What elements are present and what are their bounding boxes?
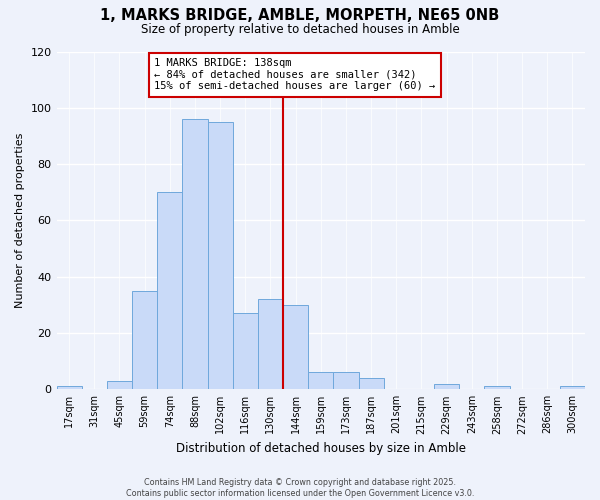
Bar <box>233 314 258 390</box>
Bar <box>434 384 459 390</box>
Text: Contains HM Land Registry data © Crown copyright and database right 2025.
Contai: Contains HM Land Registry data © Crown c… <box>126 478 474 498</box>
Bar <box>359 378 383 390</box>
Bar <box>157 192 182 390</box>
Bar <box>56 386 82 390</box>
Bar <box>334 372 359 390</box>
Bar <box>107 381 132 390</box>
X-axis label: Distribution of detached houses by size in Amble: Distribution of detached houses by size … <box>176 442 466 455</box>
Bar <box>182 119 208 390</box>
Text: 1, MARKS BRIDGE, AMBLE, MORPETH, NE65 0NB: 1, MARKS BRIDGE, AMBLE, MORPETH, NE65 0N… <box>100 8 500 22</box>
Text: Size of property relative to detached houses in Amble: Size of property relative to detached ho… <box>140 22 460 36</box>
Bar <box>560 386 585 390</box>
Text: 1 MARKS BRIDGE: 138sqm
← 84% of detached houses are smaller (342)
15% of semi-de: 1 MARKS BRIDGE: 138sqm ← 84% of detached… <box>154 58 436 92</box>
Bar <box>258 299 283 390</box>
Y-axis label: Number of detached properties: Number of detached properties <box>15 132 25 308</box>
Bar <box>308 372 334 390</box>
Bar <box>132 291 157 390</box>
Bar <box>283 305 308 390</box>
Bar <box>208 122 233 390</box>
Bar <box>484 386 509 390</box>
